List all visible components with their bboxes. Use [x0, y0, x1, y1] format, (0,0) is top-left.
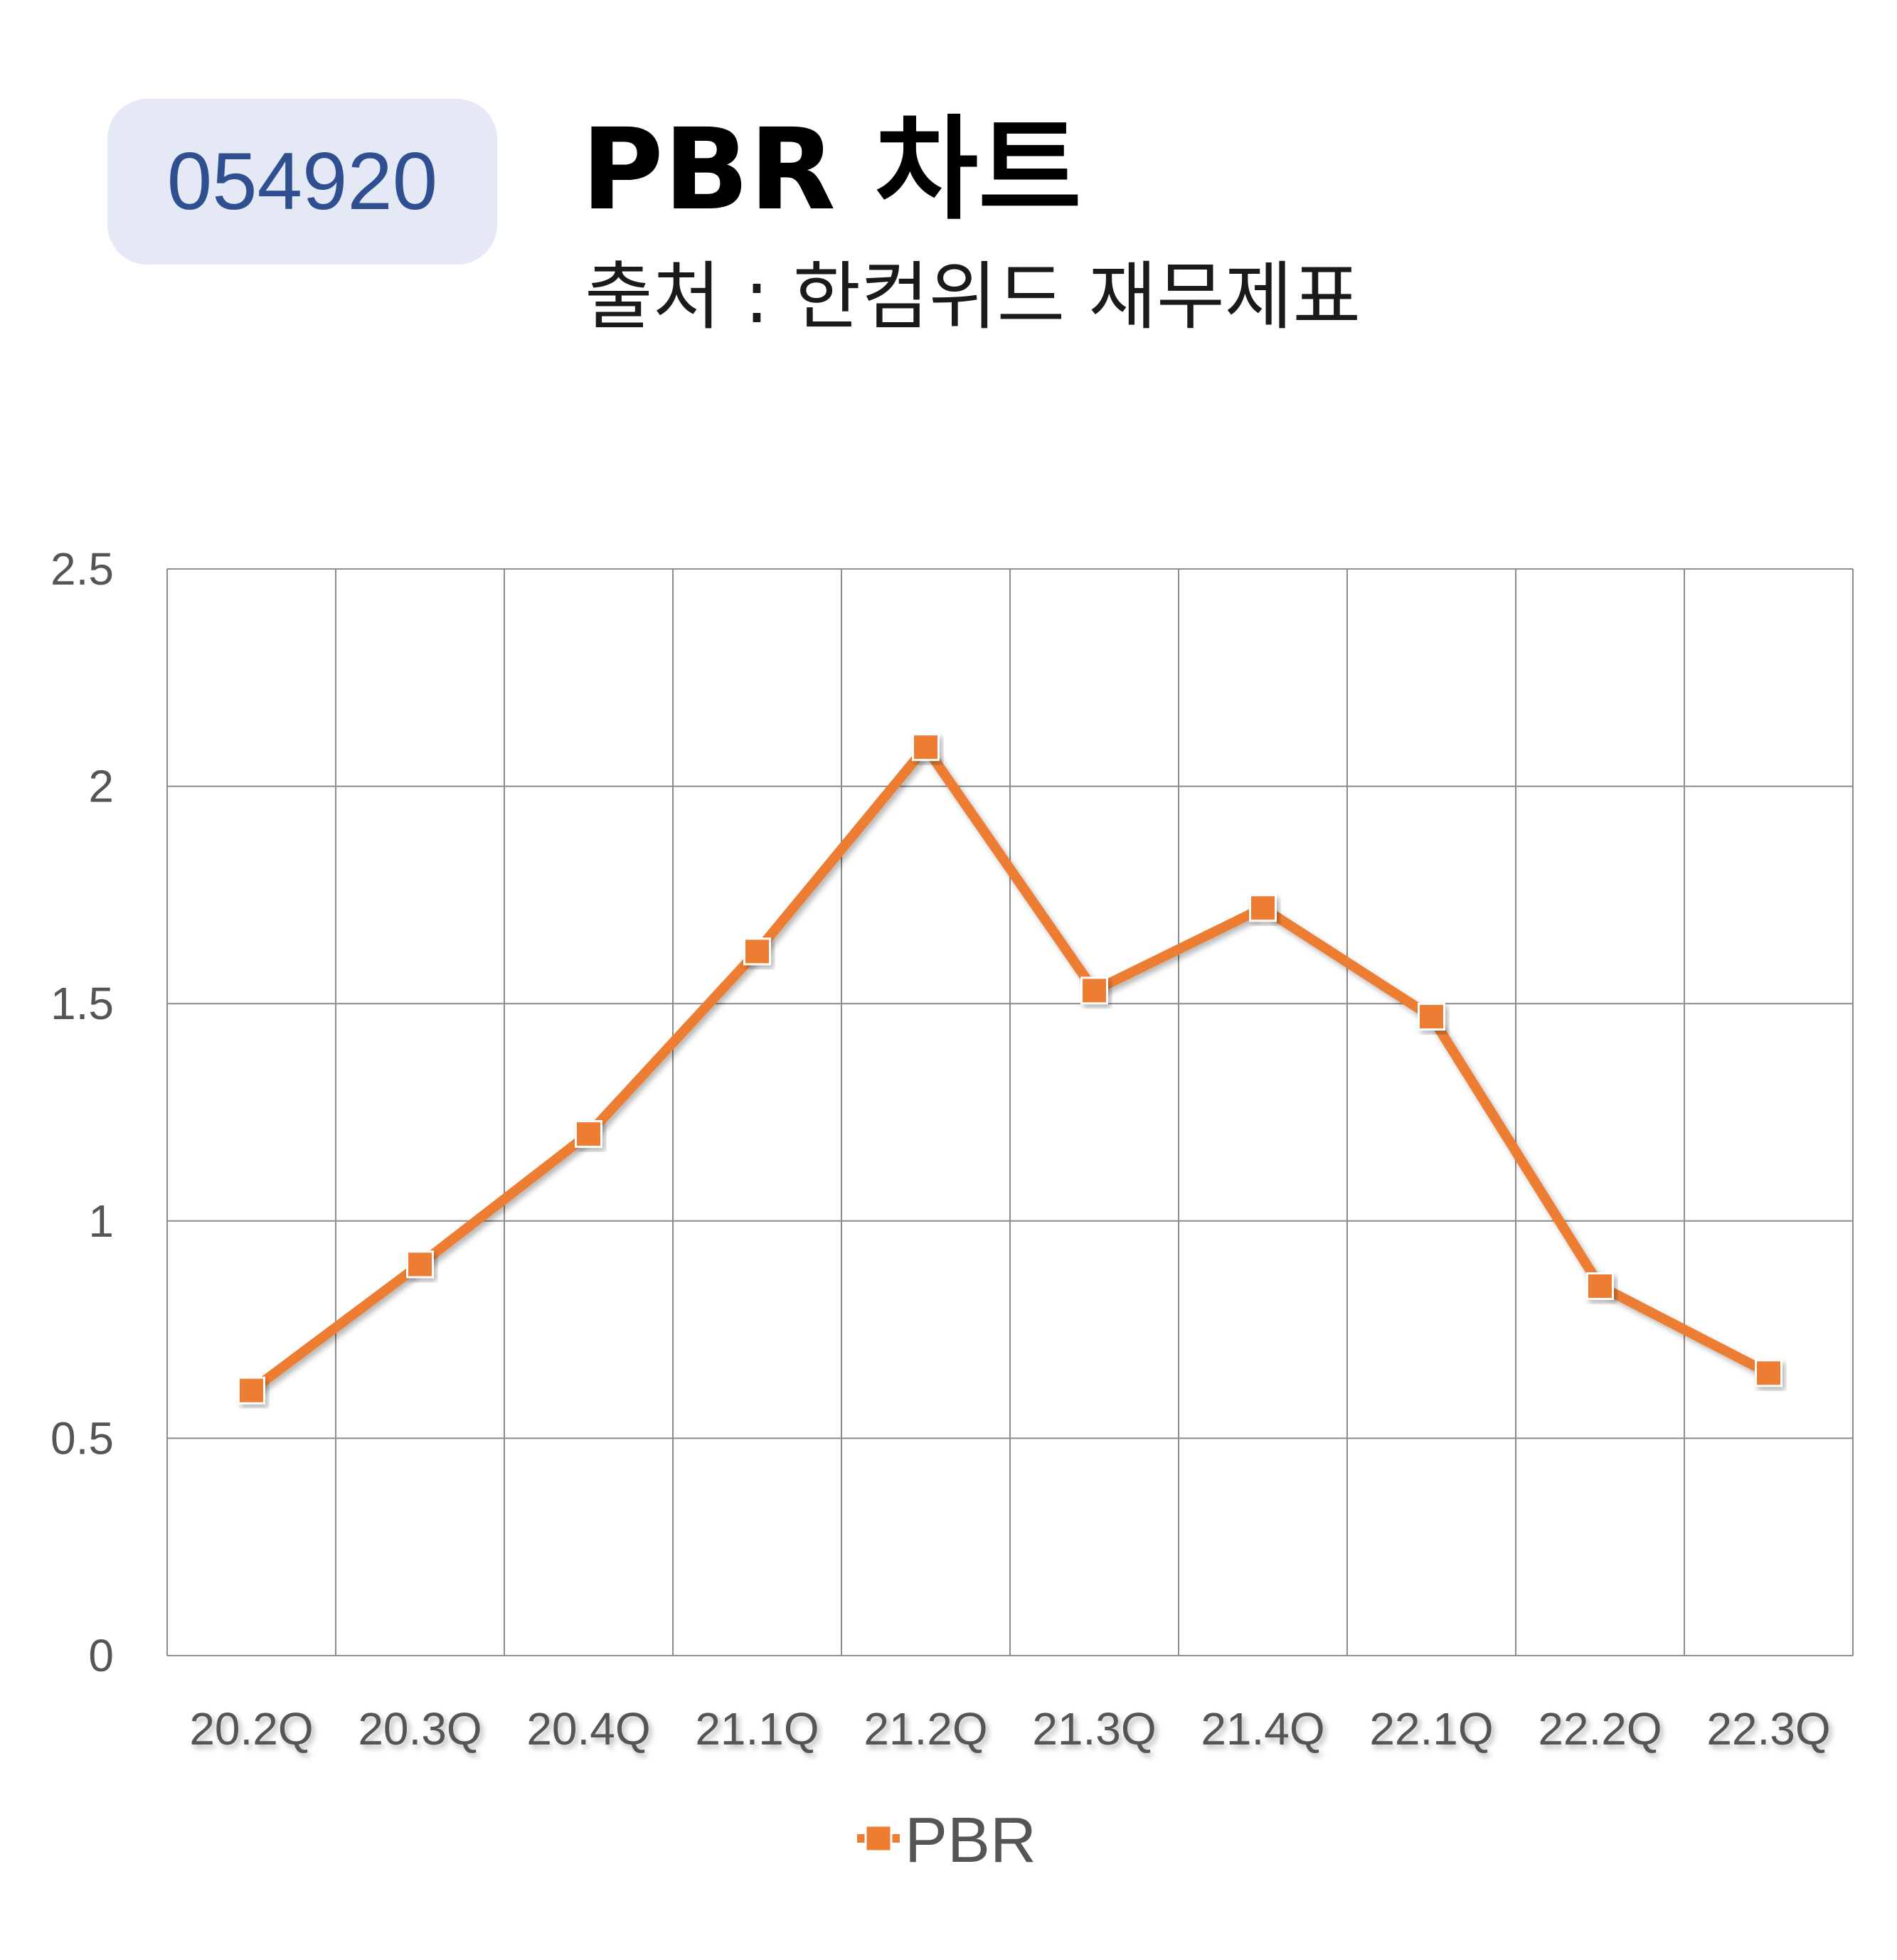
data-point-marker [1249, 894, 1277, 922]
legend: PBR [857, 1805, 1036, 1876]
data-point-marker [406, 1250, 434, 1279]
x-tick-label: 22.2Q [1538, 1703, 1662, 1754]
chart-title: PBR 차트 [581, 105, 1082, 235]
data-point-marker [1418, 1003, 1445, 1031]
y-tick-label: 1.5 [51, 978, 114, 1029]
x-tick-label: 20.3Q [358, 1703, 482, 1754]
y-tick-label: 1 [88, 1195, 114, 1247]
x-tick-label: 20.4Q [526, 1703, 650, 1754]
x-tick-label: 21.1Q [695, 1703, 819, 1754]
series-pbr [238, 733, 1782, 1405]
data-point-marker [575, 1120, 602, 1149]
data-point-marker [1586, 1272, 1614, 1300]
y-tick-label: 2.5 [51, 543, 114, 595]
plot-grid [166, 568, 1854, 1656]
x-tick-label: 21.3Q [1032, 1703, 1156, 1754]
x-tick-label: 20.2Q [189, 1703, 313, 1754]
x-tick-label: 21.2Q [864, 1703, 987, 1754]
ticker-code: 054920 [166, 137, 438, 227]
x-tick-label: 22.1Q [1369, 1703, 1493, 1754]
axis-labels: 0 0.5 1 1.5 2 2.5 20.2Q 20.3Q 20.4Q 21.1Q 21.2Q 21.… [51, 543, 1831, 1754]
data-point-marker [743, 937, 771, 966]
x-tick-label: 22.3Q [1706, 1703, 1830, 1754]
y-tick-label: 0 [88, 1630, 114, 1681]
data-point-marker [1080, 976, 1108, 1005]
y-tick-label: 0.5 [51, 1412, 114, 1464]
y-tick-label: 2 [88, 761, 114, 812]
data-point-marker [238, 1376, 265, 1405]
chart-subtitle: 출처 : 한컴위드 재무제표 [585, 253, 1361, 340]
x-tick-label: 21.4Q [1201, 1703, 1324, 1754]
legend-label: PBR [905, 1805, 1036, 1876]
legend-marker [864, 1824, 893, 1853]
ticker-badge: 054920 [107, 99, 497, 265]
data-point-marker [1755, 1359, 1782, 1388]
series-line [246, 742, 1774, 1396]
data-point-marker [912, 733, 940, 762]
